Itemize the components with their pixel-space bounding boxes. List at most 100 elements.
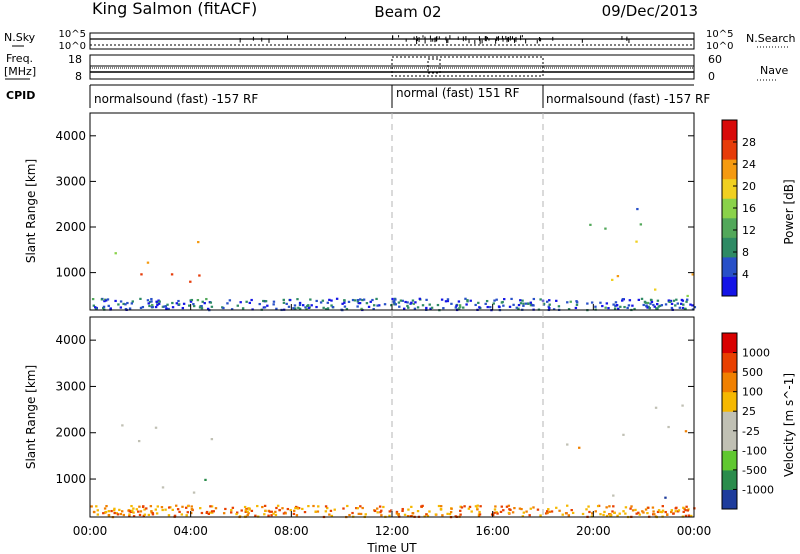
scatter-cell <box>211 511 214 514</box>
scatter-cell <box>409 515 413 518</box>
scatter-cell <box>375 297 378 301</box>
scatter-cell <box>270 514 273 517</box>
scatter-cell <box>494 505 497 508</box>
cpid-segment-3: normalsound (fast) -157 RF <box>546 92 710 106</box>
scatter-cell <box>147 513 151 517</box>
scatter-cell <box>210 438 214 441</box>
velocity-y-axis-label: Slant Range [km] <box>24 365 38 469</box>
scatter-cell <box>158 300 161 303</box>
scatter-cell <box>511 511 515 514</box>
scatter-cell <box>116 513 120 516</box>
scatter-cell <box>622 510 625 513</box>
colorbar-tick-label: 8 <box>742 246 749 259</box>
y-tick-label: 4000 <box>55 333 86 347</box>
scatter-cell <box>517 303 521 307</box>
scatter-cell <box>301 507 304 511</box>
scatter-cell <box>550 510 554 513</box>
scatter-cell <box>401 509 404 513</box>
scatter-cell <box>231 506 235 509</box>
scatter-cell <box>177 299 180 303</box>
scatter-cell <box>493 299 496 302</box>
scatter-cell <box>519 302 523 305</box>
scatter-cell <box>373 509 377 513</box>
scatter-cell <box>466 299 469 302</box>
scatter-cell <box>684 514 688 517</box>
scatter-cell <box>649 298 653 301</box>
colorbar-segment <box>722 198 737 219</box>
scatter-cell <box>135 508 139 511</box>
scatter-cell <box>315 305 318 309</box>
scatter-cell <box>448 512 452 516</box>
freq-label: Freq. <box>6 52 33 65</box>
scatter-cell <box>322 306 325 309</box>
scatter-cell <box>130 504 133 508</box>
scatter-cell <box>298 303 302 306</box>
scatter-cell <box>672 512 675 515</box>
scatter-cell <box>446 298 450 301</box>
scatter-cell <box>450 302 453 305</box>
scatter-cell <box>235 512 238 516</box>
scatter-cell <box>192 491 196 494</box>
scatter-cell <box>624 512 627 515</box>
scatter-cell <box>250 298 253 302</box>
scatter-cell <box>479 505 482 508</box>
scatter-cell <box>272 512 275 515</box>
scatter-cell <box>509 508 512 512</box>
colorbar-segment <box>722 469 737 490</box>
scatter-cell <box>205 511 208 514</box>
scatter-cell <box>425 306 428 310</box>
scatter-cell <box>319 301 323 304</box>
scatter-cell <box>206 307 210 310</box>
scatter-cell <box>190 508 194 511</box>
scatter-cell <box>303 510 307 514</box>
scatter-cell <box>505 505 509 508</box>
scatter-cell <box>607 307 610 310</box>
scatter-cell <box>312 504 315 508</box>
scatter-cell <box>524 302 528 305</box>
scatter-cell <box>361 506 364 510</box>
scatter-cell <box>566 301 569 304</box>
scatter-cell <box>343 301 346 304</box>
scatter-cell <box>284 512 287 515</box>
scatter-cell <box>296 298 299 301</box>
scatter-cell <box>235 511 239 514</box>
scatter-cell <box>446 512 449 515</box>
scatter-cell <box>382 505 385 509</box>
scatter-cell <box>294 505 298 509</box>
scatter-cell <box>391 297 394 301</box>
scatter-cell <box>657 509 661 512</box>
scatter-cell <box>180 513 184 516</box>
colorbar-tick-label: -500 <box>742 464 767 477</box>
scatter-cell <box>429 307 432 310</box>
scatter-cell <box>175 302 179 305</box>
freq-unit-label: [MHz] <box>4 65 36 78</box>
scatter-cell <box>297 306 300 309</box>
scatter-cell <box>603 510 606 514</box>
scatter-cell <box>297 507 301 510</box>
power-y-axis-label: Slant Range [km] <box>24 159 38 263</box>
colorbar-segment <box>722 276 737 297</box>
scatter-cell <box>522 304 525 307</box>
scatter-cell <box>459 505 462 508</box>
scatter-cell <box>608 505 611 508</box>
scatter-cell <box>393 303 396 306</box>
scatter-cell <box>353 299 357 302</box>
scatter-cell <box>137 439 141 443</box>
scatter-cell <box>256 504 259 508</box>
scatter-cell <box>199 507 202 510</box>
scatter-cell <box>244 509 247 512</box>
scatter-cell <box>652 303 655 307</box>
scatter-cell <box>167 514 171 517</box>
scatter-cell <box>360 307 363 310</box>
scatter-cell <box>115 512 119 515</box>
scatter-cell <box>130 302 134 305</box>
scatter-cell <box>566 443 569 446</box>
scatter-cell <box>546 300 549 303</box>
scatter-cell <box>426 514 430 517</box>
scatter-cell <box>321 299 325 302</box>
scatter-cell <box>94 306 97 309</box>
scatter-cell <box>457 308 460 311</box>
scatter-cell <box>441 514 444 517</box>
scatter-cell <box>170 273 174 276</box>
